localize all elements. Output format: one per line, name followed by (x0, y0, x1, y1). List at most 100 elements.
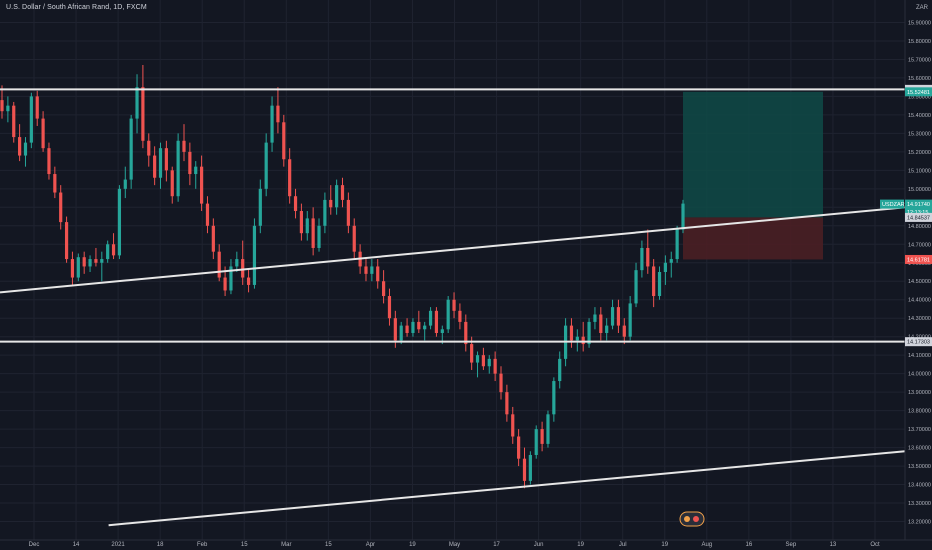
candle-body (646, 247, 650, 267)
candle-body (546, 414, 550, 444)
price-labels: 15.5380815.5248114.9174012:13:1514.84537… (880, 84, 932, 347)
price-tick-label: 15.30000 (908, 131, 931, 137)
price-tick-label: 14.40000 (908, 298, 931, 304)
candle-body (53, 174, 57, 193)
candle-body (23, 142, 28, 156)
price-tick-label: 15.50000 (908, 94, 931, 100)
candle-body (94, 259, 98, 263)
drawing-lines[interactable] (0, 88, 906, 527)
candle-body (381, 281, 386, 297)
candle-body (335, 185, 339, 208)
candle-body (446, 299, 450, 330)
time-tick-label: Jun (534, 542, 544, 548)
price-label-box (905, 207, 932, 217)
candle-body (246, 277, 251, 285)
time-tick-label: 16 (746, 542, 753, 548)
candle-body (681, 203, 685, 230)
candle-body (217, 251, 221, 278)
price-tick-label: 15.00000 (908, 187, 931, 193)
time-axis[interactable]: Dec 14 2021 18 Feb 15 Mar 15 Apr 19 May 17 Jun 19 Jul 1… (0, 539, 932, 548)
trendline (0, 206, 906, 294)
candle-body (640, 247, 644, 271)
candle-body (569, 325, 574, 341)
candle-body (158, 148, 163, 178)
candle-body (370, 266, 374, 274)
candle-body (59, 192, 63, 223)
candle-body (376, 266, 380, 282)
price-tick-label: 14.00000 (908, 372, 931, 378)
candle-body (106, 244, 110, 260)
candle-body (170, 170, 174, 197)
price-axis[interactable]: 15.90000 15.80000 15.70000 15.60000 15.50000… (904, 0, 932, 550)
candlestick-series (0, 64, 685, 489)
candle-body (663, 262, 667, 272)
candle-body (470, 344, 474, 363)
candle-body (622, 325, 626, 337)
time-tick-label: Oct (870, 542, 880, 548)
price-tick-label: 14.80000 (908, 224, 931, 230)
symbol-tag: USDZAR (882, 202, 905, 208)
candle-body (205, 203, 210, 226)
price-tick-label: 13.60000 (908, 446, 931, 452)
candle-body (100, 259, 104, 263)
candle-body (194, 166, 198, 175)
candle-body (364, 266, 368, 274)
candle-body (18, 137, 22, 156)
candle-body (440, 329, 444, 333)
tradingview-logo[interactable] (679, 511, 705, 527)
price-tick-label: 13.90000 (908, 390, 931, 396)
candle-body (41, 118, 45, 149)
candle-body (464, 321, 468, 345)
price-tick-label: 13.40000 (908, 483, 931, 489)
candle-body (153, 155, 157, 178)
time-tick-label: Feb (197, 542, 208, 548)
price-label: 14.17303 (907, 340, 930, 346)
candle-body (47, 148, 51, 175)
candle-body (12, 105, 16, 138)
candle-body (6, 105, 10, 112)
candle-body (0, 100, 4, 112)
time-tick-label: Jul (619, 542, 627, 548)
time-tick-label: Aug (701, 542, 712, 548)
candle-body (141, 87, 145, 141)
candle-body (223, 277, 227, 291)
candle-body (293, 196, 298, 212)
price-tick-label: 15.20000 (908, 150, 931, 156)
candle-body (288, 159, 292, 197)
price-tick-label: 13.30000 (908, 501, 931, 507)
candle-body (399, 325, 403, 341)
candle-body (522, 458, 527, 481)
candle-body (558, 358, 562, 382)
price-label: 14.84537 (907, 215, 930, 221)
candle-body (252, 225, 257, 285)
candle-body (88, 259, 92, 267)
candle-body (229, 266, 233, 291)
candle-body (111, 244, 116, 256)
price-tick-label: 15.60000 (908, 76, 931, 82)
currency-label: ZAR (916, 5, 928, 11)
candle-body (123, 179, 127, 189)
time-tick-label: 14 (73, 542, 80, 548)
price-tick-label: 14.10000 (908, 353, 931, 359)
time-tick-label: 15 (241, 542, 248, 548)
candle-body (452, 299, 456, 311)
candle-body (528, 454, 532, 481)
time-tick-label: 13 (830, 542, 837, 548)
candle-body (35, 96, 39, 119)
candle-body (387, 296, 392, 319)
candle-body (264, 142, 268, 189)
candle-body (428, 310, 433, 326)
trendline (108, 450, 906, 527)
candle-body (323, 199, 327, 226)
candle-body (605, 325, 609, 333)
candle-body (235, 259, 239, 267)
candle-body (64, 222, 69, 260)
candle-body (652, 266, 656, 297)
price-tick-label: 13.50000 (908, 464, 931, 470)
candle-body (29, 96, 33, 143)
time-tick-label: 2021 (111, 542, 125, 548)
time-tick-label: 18 (157, 542, 164, 548)
candle-body (475, 355, 480, 363)
symbol-tag-box (880, 199, 904, 209)
